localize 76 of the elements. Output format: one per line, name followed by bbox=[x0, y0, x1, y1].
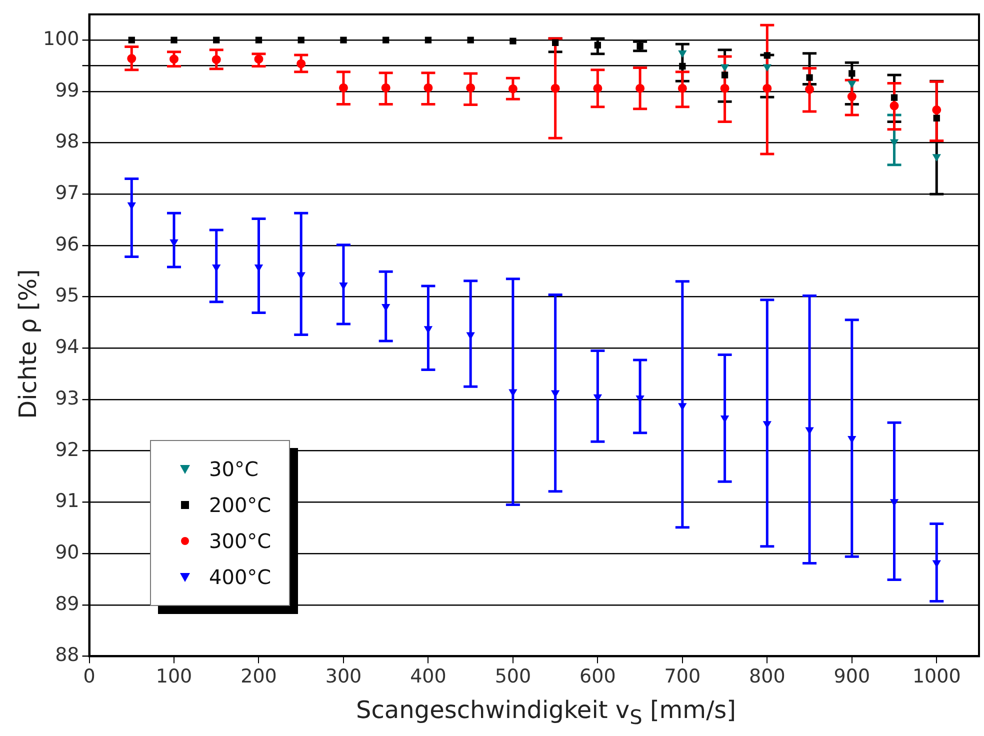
y-tick-label: 98 bbox=[55, 130, 80, 153]
point bbox=[806, 74, 813, 81]
point bbox=[466, 83, 476, 92]
point bbox=[890, 94, 898, 101]
point bbox=[678, 84, 687, 93]
x-tick-label: 100 bbox=[156, 666, 192, 688]
y-tick-label: 96 bbox=[55, 233, 80, 256]
y-tick-label: 91 bbox=[55, 490, 80, 512]
legend-label: 200°C bbox=[209, 493, 272, 517]
y-tick-label: 92 bbox=[55, 438, 80, 461]
point bbox=[805, 84, 814, 94]
point bbox=[510, 38, 516, 44]
y-tick-label: 89 bbox=[55, 592, 80, 615]
point bbox=[848, 80, 856, 88]
point bbox=[932, 154, 941, 162]
x-tick-label: 1000 bbox=[912, 666, 961, 688]
point bbox=[255, 36, 262, 44]
point bbox=[381, 83, 390, 92]
point bbox=[382, 36, 390, 44]
point bbox=[720, 415, 729, 422]
point bbox=[552, 39, 559, 46]
x-tick-label: 600 bbox=[580, 666, 616, 688]
point bbox=[170, 36, 178, 44]
point bbox=[763, 64, 772, 72]
point bbox=[254, 54, 264, 64]
legend-label: 400°C bbox=[209, 565, 272, 589]
legend-label: 300°C bbox=[209, 529, 272, 553]
point bbox=[679, 62, 686, 70]
y-tick-label: 93 bbox=[55, 387, 80, 410]
x-tick-label: 400 bbox=[410, 666, 446, 688]
point bbox=[128, 36, 135, 44]
x-tick-label: 800 bbox=[749, 666, 786, 688]
x-tick-label: 200 bbox=[240, 666, 277, 688]
x-tick-label: 0 bbox=[83, 666, 96, 688]
y-tick-label: 90 bbox=[55, 541, 80, 564]
point bbox=[340, 36, 347, 44]
point bbox=[847, 92, 856, 102]
point bbox=[128, 202, 136, 210]
y-tick-label: 100 bbox=[43, 28, 80, 50]
point bbox=[636, 84, 645, 93]
point bbox=[762, 84, 772, 93]
point bbox=[213, 36, 220, 44]
point bbox=[720, 64, 729, 72]
point bbox=[890, 101, 899, 110]
point bbox=[593, 84, 602, 93]
point bbox=[720, 84, 730, 93]
y-tick-label: 97 bbox=[55, 182, 80, 204]
point bbox=[467, 36, 474, 44]
legend-label: 30°C bbox=[209, 457, 258, 481]
point bbox=[933, 114, 940, 122]
point bbox=[424, 36, 432, 44]
point bbox=[298, 36, 304, 44]
point bbox=[508, 84, 518, 94]
x-tick-label: 900 bbox=[834, 666, 870, 688]
y-tick-label: 99 bbox=[55, 79, 80, 102]
y-tick-label: 94 bbox=[55, 336, 80, 358]
y-tick-label: 95 bbox=[55, 284, 80, 307]
point bbox=[848, 436, 856, 443]
y-tick-label: 88 bbox=[55, 644, 80, 666]
point bbox=[636, 395, 644, 402]
point bbox=[340, 282, 348, 290]
point bbox=[678, 50, 686, 58]
x-axis-title: Scangeschwindigkeit v$_{S}$ [mm/s] bbox=[354, 696, 738, 729]
x-tick-label: 700 bbox=[664, 666, 701, 688]
x-tick-label: 500 bbox=[494, 666, 532, 688]
x-tick-label: 300 bbox=[325, 666, 362, 688]
point bbox=[848, 70, 856, 77]
point bbox=[721, 72, 728, 78]
point bbox=[764, 52, 770, 59]
point bbox=[424, 83, 433, 92]
point bbox=[127, 54, 136, 64]
point bbox=[932, 105, 942, 114]
point bbox=[550, 84, 560, 93]
point bbox=[338, 83, 348, 92]
y-axis-title: Dichte ρ [%] bbox=[14, 268, 42, 421]
point bbox=[594, 42, 602, 49]
